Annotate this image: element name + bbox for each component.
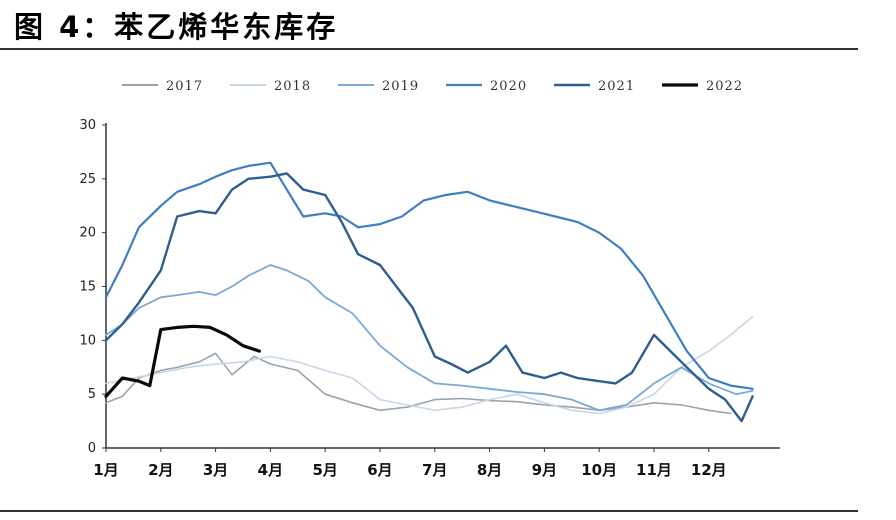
x-tick-label: 10月 xyxy=(581,461,617,479)
chart-legend: 2017 2018 2019 2020 2021 2022 xyxy=(122,79,743,94)
x-tick-label: 2月 xyxy=(148,461,173,479)
x-tick-label: 7月 xyxy=(422,461,447,479)
x-tick-label: 5月 xyxy=(312,461,337,479)
chart-series xyxy=(104,161,754,423)
x-tick-label: 9月 xyxy=(532,461,557,479)
y-tick-label: 15 xyxy=(79,280,96,295)
x-tick-label: 12月 xyxy=(691,461,727,479)
y-tick-label: 20 xyxy=(79,226,96,241)
legend-label-2017: 2017 xyxy=(166,79,203,94)
legend-label-2020: 2020 xyxy=(490,79,527,94)
series-line-2021 xyxy=(104,172,754,423)
series-line-2017 xyxy=(105,352,732,415)
x-tick-label: 4月 xyxy=(258,461,283,479)
series-line-2022 xyxy=(104,324,261,398)
x-tick-label: 11月 xyxy=(636,461,672,479)
legend-label-2022: 2022 xyxy=(706,79,743,94)
bottom-divider xyxy=(0,510,858,512)
series-line-2018 xyxy=(105,315,754,415)
legend-label-2019: 2019 xyxy=(382,79,419,94)
x-tick-label: 6月 xyxy=(367,461,392,479)
title-divider xyxy=(0,48,858,50)
chart-axes: 0 5 10 15 20 25 30 1月 2月 3月 4月 5月 6月 7月 8月 9月 10月 11月 12月 xyxy=(79,118,780,479)
x-tick-label: 3月 xyxy=(203,461,228,479)
y-tick-label: 0 xyxy=(88,441,96,456)
y-tick-label: 10 xyxy=(79,333,96,348)
legend-label-2018: 2018 xyxy=(274,79,311,94)
y-tick-label: 30 xyxy=(79,118,96,133)
series-line-2020 xyxy=(104,161,754,390)
x-tick-label: 1月 xyxy=(93,461,118,479)
series-line-2019 xyxy=(105,264,754,412)
legend-label-2021: 2021 xyxy=(598,79,635,94)
y-tick-label: 25 xyxy=(79,172,96,187)
x-tick-label: 8月 xyxy=(477,461,502,479)
figure-title: 图 4：苯乙烯华东库存 xyxy=(14,10,339,44)
y-tick-label: 5 xyxy=(88,387,96,402)
